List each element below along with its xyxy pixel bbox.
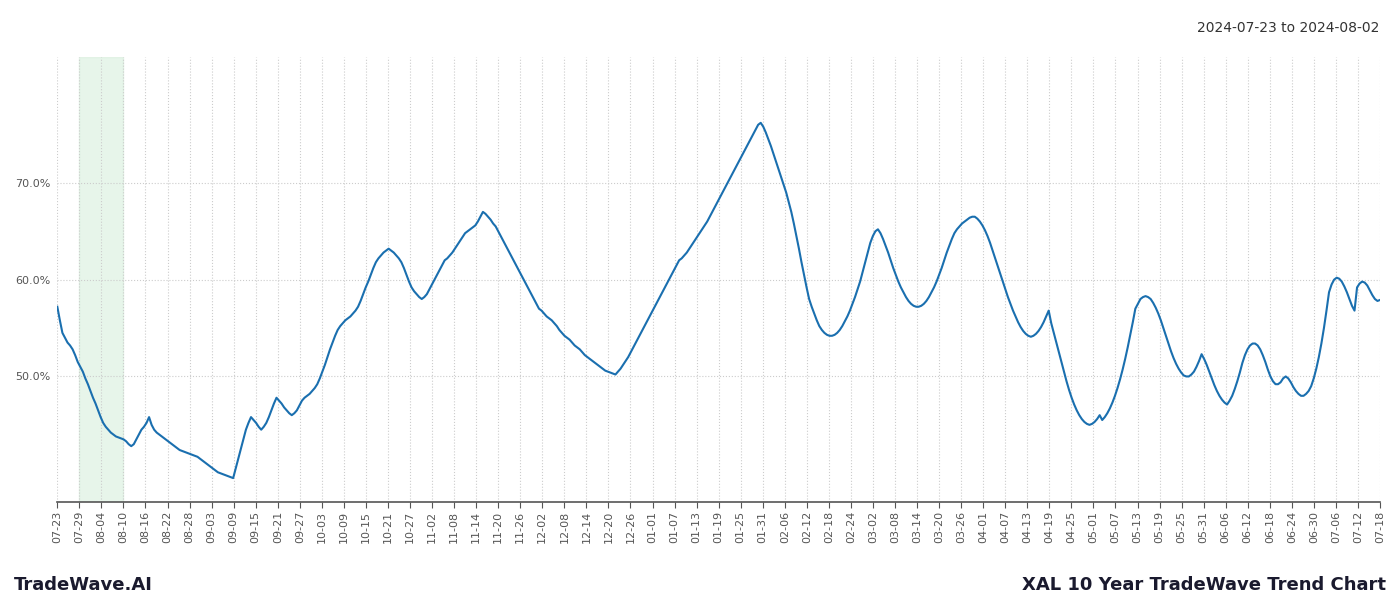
Text: 2024-07-23 to 2024-08-02: 2024-07-23 to 2024-08-02 [1197, 21, 1379, 35]
Bar [80, 57, 123, 502]
Text: XAL 10 Year TradeWave Trend Chart: XAL 10 Year TradeWave Trend Chart [1022, 576, 1386, 594]
Text: TradeWave.AI: TradeWave.AI [14, 576, 153, 594]
